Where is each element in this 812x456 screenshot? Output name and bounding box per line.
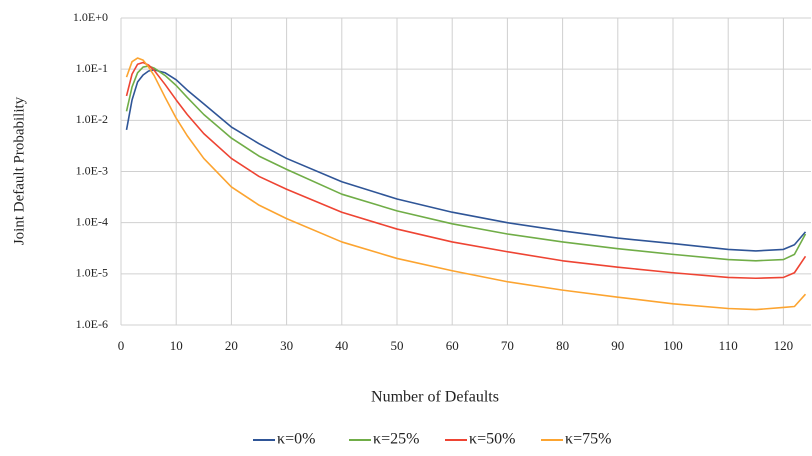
x-tick-label: 10 [170,338,183,353]
x-tick-label: 50 [391,338,404,353]
x-tick-label: 0 [118,338,125,353]
legend-label: κ=75% [565,431,611,448]
x-tick-label: 90 [611,338,624,353]
x-tick-label: 30 [280,338,293,353]
line-series [125,61,807,280]
y-tick-label: 1.0E-2 [76,112,108,126]
y-tick-label: 1.0E-3 [76,163,108,177]
x-tick-label: 120 [774,338,794,353]
legend-label: κ=25% [373,431,419,448]
y-tick-label: 1.0E-1 [76,61,108,75]
x-tick-label: 70 [501,338,514,353]
y-tick-label: 1.0E-5 [76,266,108,280]
line-series [125,69,807,252]
line-series [125,65,807,262]
line-series [125,57,807,311]
x-tick-label: 80 [556,338,569,353]
x-tick-label: 100 [663,338,683,353]
legend-label: κ=50% [469,431,515,448]
y-axis-label: Joint Default Probability [11,96,27,245]
legend-label: κ=0% [277,431,315,448]
y-tick-label: 1.0E+0 [73,10,108,24]
x-tick-label: 20 [225,338,238,353]
x-tick-label: 40 [335,338,348,353]
x-tick-label: 60 [446,338,459,353]
y-tick-label: 1.0E-6 [76,317,108,331]
y-tick-label: 1.0E-4 [76,214,108,228]
x-tick-label: 110 [719,338,738,353]
x-axis-label: Number of Defaults [371,389,499,406]
